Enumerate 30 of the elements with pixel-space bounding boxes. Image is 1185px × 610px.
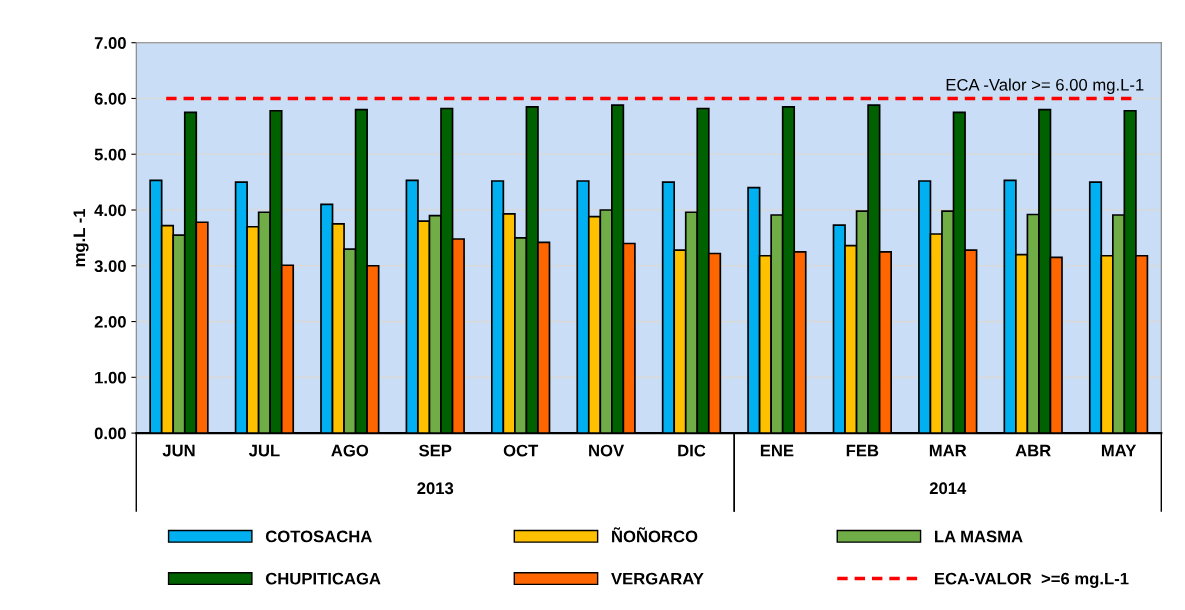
- x-tick-label: SEP: [419, 444, 452, 457]
- y-tick-label: 7.00: [94, 37, 126, 49]
- legend-label: VERGARAY: [611, 572, 704, 585]
- legend-label: ECA-VALOR >=6 mg.L-1: [935, 572, 1129, 588]
- x-tick-label: JUN: [162, 444, 195, 457]
- y-tick-label: 0.00: [94, 427, 126, 440]
- legend-label: ÑOÑORCO: [612, 527, 698, 543]
- x-tick-label: OCT: [503, 444, 539, 457]
- y-tick-label: 1.00: [95, 371, 126, 384]
- x-tick-label: MAR: [929, 444, 967, 457]
- y-axis-title: mg.L -1: [73, 208, 89, 267]
- y-tick-label: 3.00: [94, 260, 126, 273]
- x-tick-label: ENE: [760, 444, 794, 457]
- annotation: ECA -Valor >= 6.00 mg.L-1: [946, 78, 1144, 95]
- legend-label: COTOSACHA: [265, 530, 372, 543]
- legend-label: LA MASMA: [935, 530, 1023, 543]
- legend-label: CHUPITICAGA: [265, 572, 381, 585]
- x-tick-label: DIC: [678, 444, 706, 457]
- x-tick-label: ABR: [1015, 444, 1051, 457]
- y-tick-label: 4.00: [94, 204, 126, 217]
- y-tick-label: 2.00: [94, 315, 126, 328]
- y-tick-label: 5.00: [94, 148, 126, 161]
- x-tick-label: JUL: [248, 444, 280, 457]
- x-tick-label: NOV: [589, 444, 625, 457]
- x-tick-label: FEB: [846, 444, 879, 457]
- text: 2014: [929, 482, 967, 495]
- x-tick-label: MAY: [1101, 444, 1137, 457]
- x-tick-label: AGO: [331, 444, 369, 457]
- y-tick-label: 6.00: [94, 92, 126, 105]
- text: 2013: [417, 482, 454, 495]
